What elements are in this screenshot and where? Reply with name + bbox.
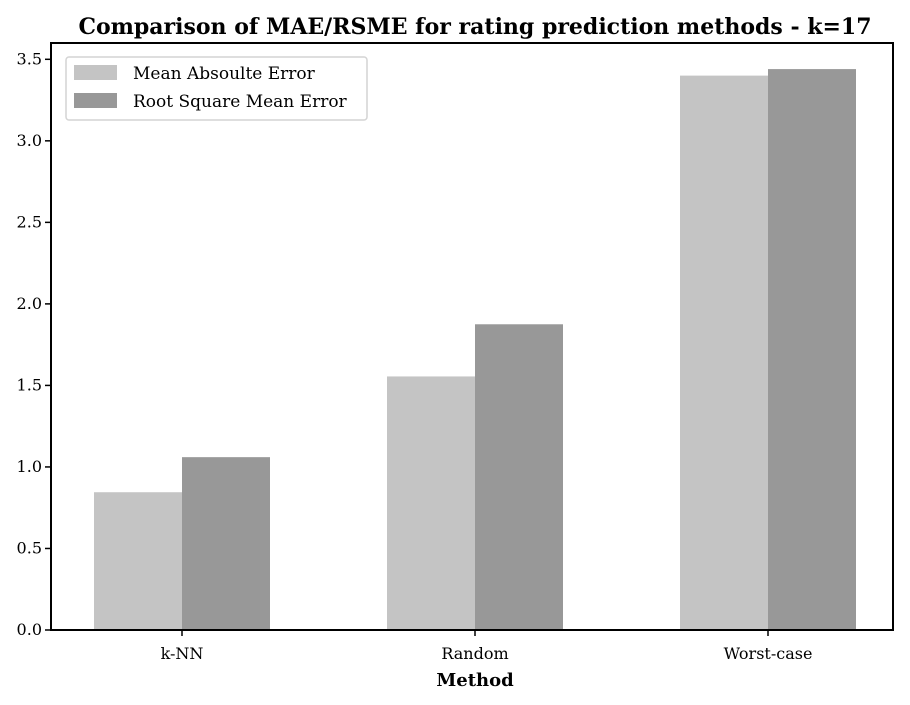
y-tick-label: 0.0: [17, 620, 42, 639]
plot-frame: [50, 42, 894, 631]
y-tick-label: 2.5: [17, 212, 42, 231]
legend-box: [65, 56, 368, 121]
x-axis-label: Method: [436, 670, 514, 691]
legend-label: Root Square Mean Error: [133, 92, 348, 112]
y-tick-label: 3.5: [17, 49, 42, 68]
bar-mae-random: [387, 376, 475, 630]
bar-rmse-worst-case: [768, 69, 856, 631]
bars: [94, 69, 856, 631]
bar-mae-worst-case: [680, 75, 768, 631]
legend-swatch: [74, 65, 117, 80]
y-tick-label: 0.5: [17, 538, 42, 557]
y-tick-label: 2.0: [17, 294, 42, 313]
bar-mae-k-nn: [94, 492, 182, 630]
legend: Mean Absoulte Error Root Square Mean Erro…: [65, 56, 368, 121]
x-axis: k-NN Random Worst-case: [161, 630, 813, 663]
y-tick-label: 1.0: [17, 457, 42, 476]
x-tick-label: Worst-case: [724, 644, 813, 663]
bar-rmse-random: [475, 324, 563, 630]
bar-rmse-k-nn: [182, 457, 270, 630]
legend-swatch: [74, 93, 117, 108]
y-tick-label: 1.5: [17, 375, 42, 394]
legend-label: Mean Absoulte Error: [133, 64, 316, 84]
y-axis: 0.0 0.5 1.0 1.5 2.0 2.5 3.0 3.5: [17, 49, 51, 639]
y-tick-label: 3.0: [17, 131, 42, 150]
x-tick-label: k-NN: [161, 644, 204, 663]
x-tick-label: Random: [441, 644, 508, 663]
chart-title: Comparison of MAE/RSME for rating predic…: [78, 14, 871, 40]
